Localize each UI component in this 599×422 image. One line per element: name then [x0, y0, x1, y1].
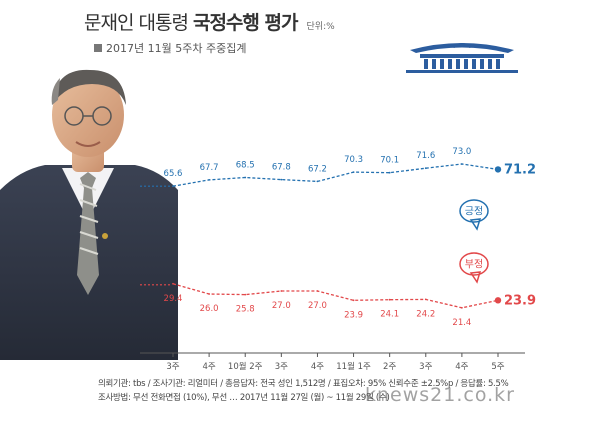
- x-tick-label: 11월 1주: [336, 361, 371, 372]
- data-label: 65.6: [164, 169, 183, 179]
- data-point: [316, 290, 319, 292]
- square-bullet-icon: [94, 44, 102, 52]
- data-point: [424, 298, 427, 301]
- data-point: [172, 282, 174, 285]
- data-label: 23.9: [344, 310, 363, 320]
- data-point: [208, 293, 211, 295]
- unit-label: 단위:%: [306, 22, 335, 32]
- x-tick-label: 4주: [202, 362, 215, 372]
- series-line-negative: [172, 283, 499, 309]
- data-label: 71.2: [504, 162, 536, 177]
- x-tick-label: 3주: [275, 362, 288, 372]
- data-label: 21.4: [452, 318, 471, 328]
- data-point: [244, 176, 247, 179]
- x-tick-label: 3주: [166, 362, 179, 372]
- data-label: 29.4: [164, 294, 183, 304]
- data-point: [172, 185, 174, 188]
- data-point: [280, 178, 283, 181]
- positive-legend-label: 긍정: [465, 206, 483, 218]
- x-tick-label: 10월 2주: [228, 361, 263, 372]
- data-point: [460, 306, 463, 309]
- chart-title: 문재인 대통령 국정수행 평가 단위:%: [84, 8, 335, 35]
- data-point: [388, 171, 391, 174]
- data-label: 70.1: [380, 156, 399, 166]
- data-label: 24.1: [380, 310, 399, 320]
- president-portrait: [0, 69, 178, 360]
- x-tick-label: 2주: [383, 362, 396, 372]
- data-label: 73.0: [452, 147, 471, 157]
- data-point: [388, 298, 391, 301]
- data-point: [208, 179, 211, 181]
- data-label: 26.0: [200, 304, 219, 314]
- data-label: 67.8: [272, 163, 291, 173]
- data-label: 70.3: [344, 155, 363, 165]
- x-tick-label: 3주: [419, 362, 432, 372]
- data-label: 67.7: [200, 163, 219, 173]
- x-tick-label: 5주: [491, 362, 504, 372]
- data-point: [494, 297, 502, 304]
- data-point: [244, 293, 247, 296]
- blue-house-icon: [406, 43, 518, 73]
- data-point: [352, 171, 355, 174]
- data-point: [494, 166, 502, 173]
- data-label: 71.6: [416, 151, 435, 161]
- watermark: knews21.co.kr: [365, 384, 515, 406]
- data-label: 25.8: [236, 305, 255, 315]
- data-point: [460, 163, 463, 165]
- negative-bubble: [459, 252, 489, 284]
- subtitle: 2017년 11월 5주차 주중집계: [94, 40, 246, 56]
- data-label: 27.0: [272, 301, 291, 311]
- data-label: 23.9: [504, 293, 536, 308]
- data-label: 67.2: [308, 164, 327, 174]
- data-point: [424, 167, 427, 170]
- data-point: [352, 299, 355, 302]
- data-label: 68.5: [236, 161, 255, 171]
- data-label: 24.2: [416, 309, 435, 319]
- positive-bubble: [459, 199, 489, 231]
- title-part2: 국정수행 평가: [192, 12, 298, 34]
- series-line-positive: [172, 163, 499, 187]
- data-label: 27.0: [308, 301, 327, 311]
- x-tick-label: 4주: [455, 362, 468, 372]
- data-point: [280, 290, 283, 292]
- survey-note-2: 조사방법: 무선 전화면접 (10%), 무선 … 2017년 11월 27일 …: [98, 393, 390, 403]
- negative-legend-label: 부정: [465, 259, 483, 271]
- x-tick-label: 4주: [311, 362, 324, 372]
- survey-note-1: 의뢰기관: tbs / 조사기관: 리얼미터 / 총응답자: 전국 성인 1,5…: [98, 379, 509, 389]
- data-point: [316, 180, 319, 183]
- subtitle-text: 2017년 11월 5주차 주중집계: [106, 42, 247, 55]
- title-part1: 문재인 대통령: [84, 12, 189, 34]
